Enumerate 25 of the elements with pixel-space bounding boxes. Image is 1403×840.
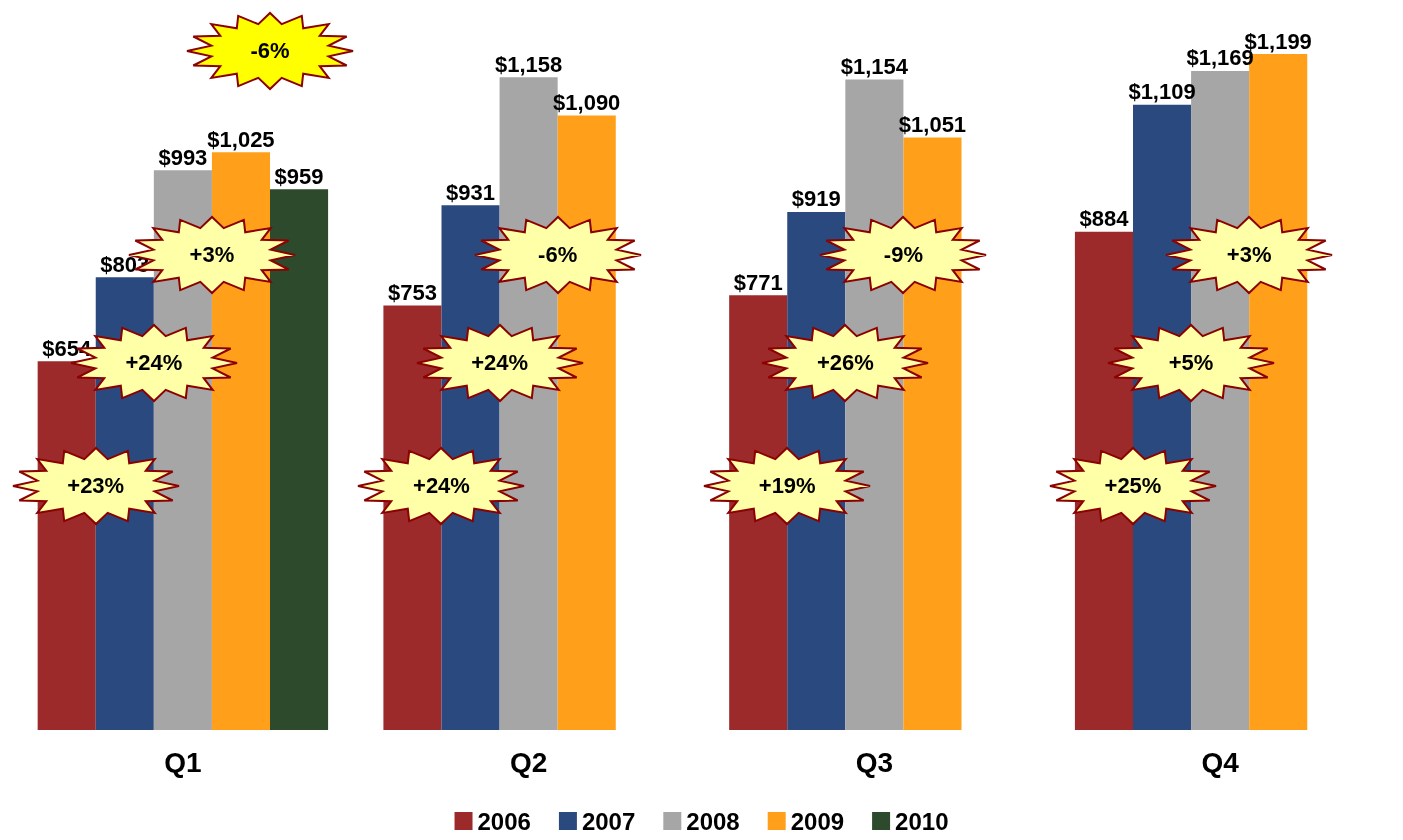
bar (270, 189, 329, 730)
legend-label: 2010 (895, 807, 949, 835)
legend-label: 2006 (477, 807, 531, 835)
x-tick-label: Q2 (509, 746, 548, 778)
data-label: $919 (791, 186, 841, 212)
x-tick-label: Q1 (164, 746, 202, 778)
annotation: +3% (189, 241, 235, 267)
data-label: $993 (158, 144, 208, 170)
data-label: $1,051 (898, 112, 967, 138)
x-tick-label: Q4 (1201, 746, 1240, 778)
data-label: $771 (733, 269, 783, 295)
data-label: $1,158 (494, 51, 563, 77)
legend-label: 2008 (686, 807, 740, 835)
x-tick-label: Q3 (855, 746, 894, 778)
legend-label: 2009 (790, 807, 845, 835)
data-label: $1,109 (1128, 79, 1196, 105)
data-label: $1,154 (840, 53, 909, 79)
legend-label: 2007 (581, 807, 636, 835)
data-label: $931 (446, 179, 496, 205)
annotation: +24% (125, 350, 183, 376)
data-label: $1,025 (207, 126, 275, 152)
data-label: $1,090 (553, 90, 621, 116)
data-label: $959 (274, 163, 324, 189)
data-label: $753 (387, 280, 437, 305)
data-label: $884 (1079, 206, 1130, 232)
